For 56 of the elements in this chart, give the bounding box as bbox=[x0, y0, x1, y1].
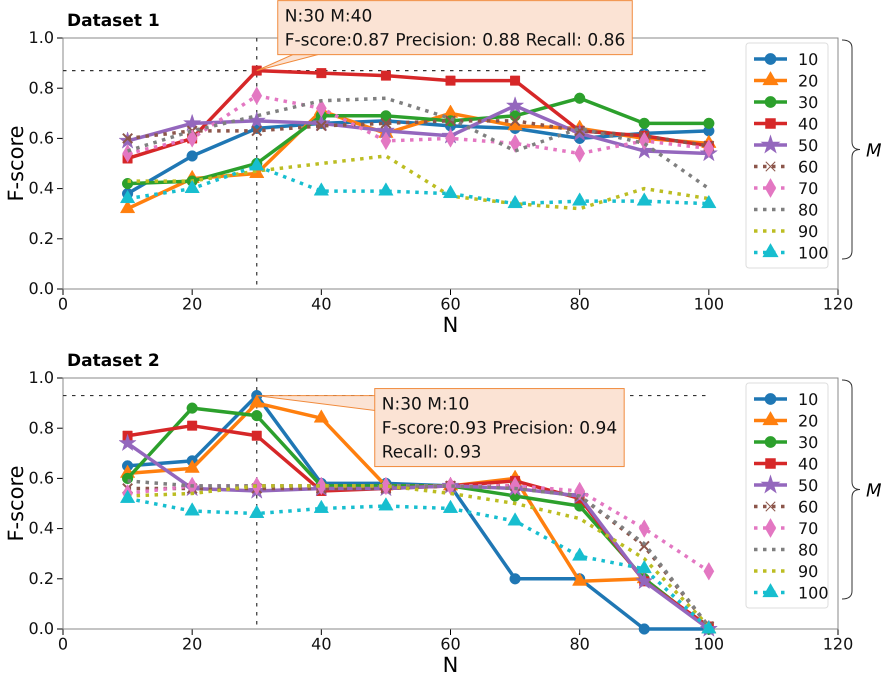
legend-title: M bbox=[866, 480, 882, 502]
x-tick-label: 80 bbox=[569, 294, 590, 314]
x-tick-label: 40 bbox=[311, 634, 332, 654]
chart-title: Dataset 1 bbox=[67, 11, 160, 31]
y-tick-label: 1.0 bbox=[28, 28, 54, 48]
legend-label: 10 bbox=[798, 50, 818, 69]
x-tick-label: 40 bbox=[311, 294, 332, 314]
x-tick-label: 20 bbox=[182, 634, 202, 654]
legend-label: 10 bbox=[798, 390, 818, 409]
legend-label: 60 bbox=[798, 158, 818, 176]
y-axis-title: F-score bbox=[4, 465, 28, 542]
legend-label: 50 bbox=[798, 136, 818, 155]
legend-label: 70 bbox=[798, 519, 818, 538]
y-tick-label: 0.4 bbox=[28, 518, 54, 538]
legend-label: 100 bbox=[798, 244, 829, 262]
x-tick-label: 0 bbox=[58, 634, 68, 654]
legend-label: 20 bbox=[798, 72, 818, 90]
legend-label: 100 bbox=[798, 584, 829, 602]
x-tick-label: 60 bbox=[440, 294, 461, 314]
x-tick-label: 20 bbox=[182, 294, 202, 314]
x-axis-title: N bbox=[442, 653, 458, 677]
x-tick-label: 100 bbox=[694, 634, 724, 654]
legend-label: 30 bbox=[798, 433, 818, 452]
y-tick-label: 0.0 bbox=[28, 279, 54, 298]
legend-label: 30 bbox=[798, 93, 818, 112]
x-tick-label: 80 bbox=[569, 634, 590, 654]
legend-label: 20 bbox=[798, 412, 818, 430]
legend-label: 80 bbox=[798, 200, 818, 220]
legend-label: 80 bbox=[798, 540, 818, 560]
y-tick-label: 0.2 bbox=[28, 228, 54, 248]
x-tick-label: 100 bbox=[694, 294, 724, 314]
legend-label: 40 bbox=[798, 114, 818, 134]
y-tick-label: 0.4 bbox=[28, 178, 54, 198]
y-tick-label: 0.6 bbox=[28, 128, 54, 148]
legend-label: 70 bbox=[798, 179, 818, 198]
chart-title: Dataset 2 bbox=[67, 351, 160, 371]
y-tick-label: 0.6 bbox=[28, 468, 54, 488]
legend-label: 90 bbox=[798, 562, 818, 581]
y-tick-label: 1.0 bbox=[28, 368, 54, 388]
y-tick-label: 0.8 bbox=[28, 78, 54, 98]
x-tick-label: 60 bbox=[440, 634, 461, 654]
legend-title: M bbox=[866, 140, 882, 162]
legend-label: 60 bbox=[798, 498, 818, 516]
legend-label: 50 bbox=[798, 476, 818, 495]
annotation: N:30 M:10 F-score:0.93 Precision: 0.94 Recall: 0.93 bbox=[382, 394, 618, 463]
annotation: N:30 M:40 F-score:0.87 Precision: 0.88 Recall: 0.86 bbox=[284, 6, 626, 51]
x-tick-label: 120 bbox=[822, 294, 854, 314]
y-tick-label: 0.8 bbox=[28, 418, 54, 438]
legend-label: 40 bbox=[798, 454, 818, 474]
y-tick-label: 0.0 bbox=[28, 619, 54, 638]
x-tick-label: 120 bbox=[822, 634, 854, 654]
legend-label: 90 bbox=[798, 222, 818, 241]
y-tick-label: 0.2 bbox=[28, 568, 54, 588]
x-tick-label: 0 bbox=[58, 294, 68, 314]
x-axis-title: N bbox=[442, 313, 458, 337]
y-axis-title: F-score bbox=[4, 125, 28, 202]
